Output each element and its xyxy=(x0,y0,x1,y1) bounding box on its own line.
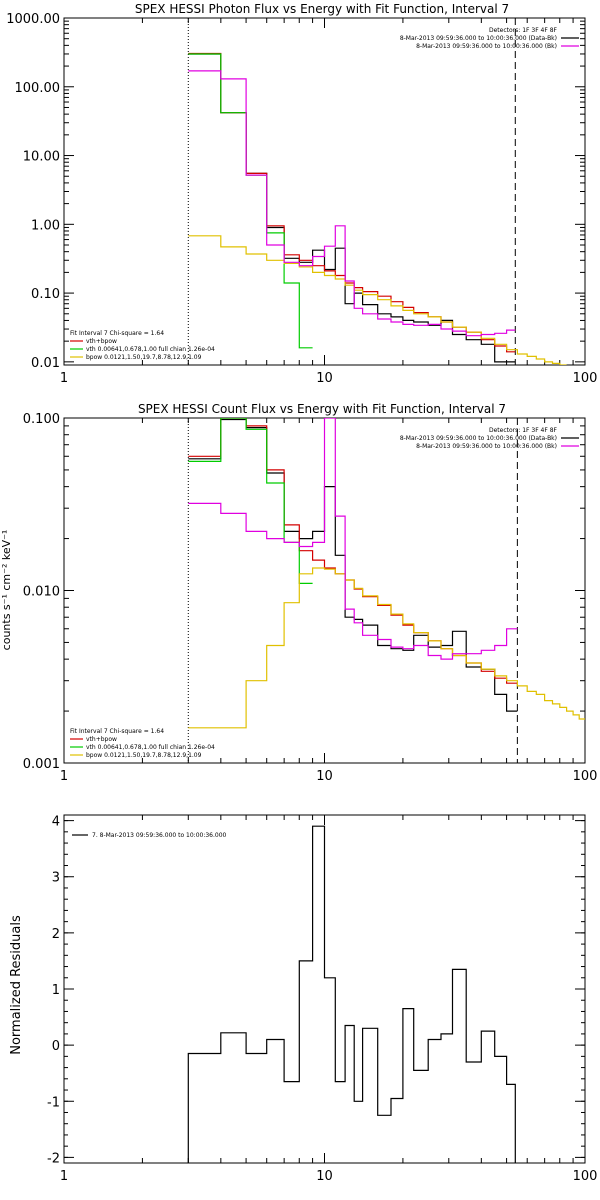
photon-flux-panel: SPEX HESSI Photon Flux vs Energy with Fi… xyxy=(6,2,597,386)
count-flux-y-axis-label: counts s⁻¹ cm⁻² keV⁻¹ xyxy=(0,530,13,651)
fit-legend-line: bpow 0.0121,1.50,19.7,8.78,12.9,1.09 xyxy=(86,354,202,361)
series-bpow xyxy=(188,235,567,365)
series-bpow xyxy=(188,567,585,729)
x-tick-label: 10 xyxy=(316,769,333,784)
fit-legend-line: vth+bpow xyxy=(86,736,117,743)
fit-legend-line: Fit Interval 7 Chi-square = 1.64 xyxy=(70,728,164,735)
y-tick-label: -2 xyxy=(47,1151,60,1166)
count-flux-title: SPEX HESSI Count Flux vs Energy with Fit… xyxy=(138,402,506,416)
series-7-8-mar-2013-09-59-36-000-to-10-00-36-000 xyxy=(187,825,516,1163)
y-tick-label: 10.00 xyxy=(23,150,60,165)
photon-flux-title: SPEX HESSI Photon Flux vs Energy with Fi… xyxy=(135,2,509,16)
series-data-bk xyxy=(188,418,518,712)
fit-legend-line: vth 0.00641,0.678,1.00 full chian 1.26e-… xyxy=(86,346,215,353)
fit-legend-line: bpow 0.0121,1.50,19.7,8.78,12.9,1.09 xyxy=(86,752,202,759)
y-tick-label: 2 xyxy=(52,927,60,942)
series-vth-bpow xyxy=(188,52,516,353)
residuals-panel: Normalized Residuals 1 10 100 -2 -1 0 1 2 3 4 7. 8… xyxy=(9,814,598,1184)
x-tick-label: 1 xyxy=(60,1169,68,1184)
y-tick-label: 4 xyxy=(52,815,60,830)
detector-info-line: 8-Mar-2013 09:59:36.000 to 10:00:36.000 … xyxy=(416,43,557,50)
series-group xyxy=(188,418,585,729)
x-tick-label: 10 xyxy=(316,1169,333,1184)
y-tick-label: 3 xyxy=(52,871,60,886)
residuals-y-axis-label: Normalized Residuals xyxy=(9,915,24,1055)
x-tick-label: 1 xyxy=(60,769,68,784)
plot-frame xyxy=(63,17,586,366)
y-tick-label: 0.100 xyxy=(23,412,60,427)
detector-info-line: 8-Mar-2013 09:59:36.000 to 10:00:36.000 … xyxy=(400,435,557,442)
series-group xyxy=(187,825,516,1163)
x-tick-label: 100 xyxy=(573,1169,598,1184)
y-tick-label: 0.010 xyxy=(23,585,60,600)
y-tick-label: 0 xyxy=(52,1039,60,1054)
detector-info-line: 8-Mar-2013 09:59:36.000 to 10:00:36.000 … xyxy=(416,443,557,450)
y-tick-label: 0.10 xyxy=(31,287,60,302)
fit-legend-line: vth+bpow xyxy=(86,338,117,345)
detector-info-line: Detectors: 1F 3F 4F 8F xyxy=(489,27,558,34)
count-flux-panel: SPEX HESSI Count Flux vs Energy with Fit… xyxy=(0,402,597,784)
detector-info-line: 8-Mar-2013 09:59:36.000 to 10:00:36.000 … xyxy=(400,35,557,42)
series-vth xyxy=(188,53,313,349)
y-tick-label: 1 xyxy=(52,983,60,998)
y-tick-label: -1 xyxy=(47,1095,60,1110)
y-tick-label: 1.00 xyxy=(31,218,60,233)
x-tick-label: 10 xyxy=(316,371,333,386)
detector-info-line: Detectors: 1F 3F 4F 8F xyxy=(489,427,558,434)
series-vth-bpow xyxy=(188,418,518,684)
y-tick-label: 1000.00 xyxy=(6,12,60,27)
series-bk xyxy=(188,70,516,337)
y-tick-label: 0.01 xyxy=(31,356,60,371)
y-tick-label: 100.00 xyxy=(15,81,61,96)
series-group xyxy=(188,52,567,365)
x-tick-label: 100 xyxy=(573,769,598,784)
series-vth xyxy=(188,418,313,584)
series-bk xyxy=(188,418,518,660)
series-data-bk xyxy=(188,53,516,363)
fit-legend-line: Fit Interval 7 Chi-square = 1.64 xyxy=(70,330,164,337)
x-tick-label: 100 xyxy=(573,371,598,386)
residual-legend-label: 7. 8-Mar-2013 09:59:36.000 to 10:00:36.0… xyxy=(92,832,227,839)
fit-legend-line: vth 0.00641,0.678,1.00 full chian 1.26e-… xyxy=(86,744,215,751)
y-tick-label: 0.001 xyxy=(23,757,60,772)
x-tick-label: 1 xyxy=(60,371,68,386)
